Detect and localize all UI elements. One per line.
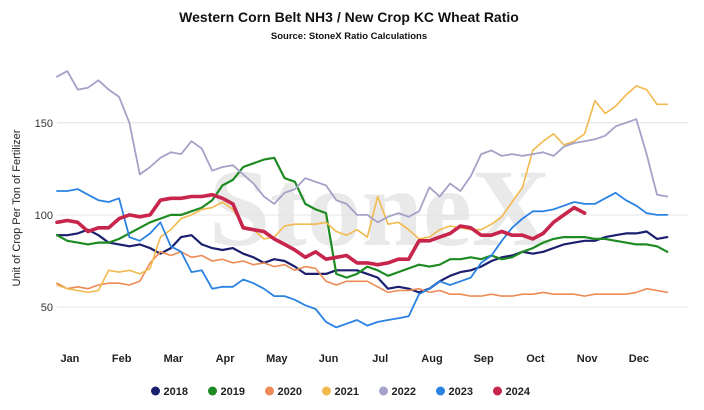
legend-label: 2020 bbox=[278, 386, 302, 398]
x-tick-label: Jan bbox=[60, 353, 79, 365]
series-line-2021 bbox=[56, 85, 669, 294]
legend-label: 2018 bbox=[164, 386, 188, 398]
series-line-2022 bbox=[56, 70, 669, 224]
chart-subtitle: Source: StoneX Ratio Calculations bbox=[271, 31, 427, 42]
series-layer bbox=[55, 70, 669, 329]
legend-item-2020[interactable]: 2020 bbox=[265, 386, 302, 398]
chart-title: Western Corn Belt NH3 / New Crop KC Whea… bbox=[179, 9, 519, 25]
x-tick-label: Sep bbox=[474, 353, 494, 365]
x-tick-label: Aug bbox=[421, 353, 442, 365]
watermark-text: StoneX bbox=[209, 147, 551, 269]
y-tick-layer: 50 100 150 bbox=[35, 118, 53, 314]
x-tick-label: Apr bbox=[216, 353, 236, 365]
x-tick-label: Dec bbox=[629, 353, 649, 365]
legend-item-2024[interactable]: 2024 bbox=[493, 386, 531, 398]
series-line-2023 bbox=[56, 188, 669, 329]
legend-label: 2021 bbox=[335, 386, 359, 398]
legend-item-2018[interactable]: 2018 bbox=[151, 386, 188, 398]
legend-item-2022[interactable]: 2022 bbox=[379, 386, 416, 398]
x-tick-layer: Jan Feb Mar Apr May Jun Jul Aug Sep Oct Nov Dec bbox=[60, 353, 649, 365]
y-tick-label: 100 bbox=[35, 210, 53, 222]
x-tick-label: Feb bbox=[112, 353, 132, 365]
x-tick-label: Jun bbox=[319, 353, 339, 365]
legend-label: 2022 bbox=[392, 386, 416, 398]
x-tick-label: Nov bbox=[577, 353, 599, 365]
y-axis-label: Unit of Crop Per Ton of Fertilizer bbox=[11, 129, 23, 286]
legend-marker bbox=[379, 386, 388, 396]
legend-item-2023[interactable]: 2023 bbox=[436, 386, 473, 398]
legend-label: 2019 bbox=[221, 386, 245, 398]
legend-item-2021[interactable]: 2021 bbox=[322, 386, 359, 398]
x-tick-label: May bbox=[266, 353, 288, 365]
x-tick-label: Jul bbox=[372, 353, 388, 365]
legend-marker bbox=[151, 386, 160, 396]
series-line-2020 bbox=[56, 251, 669, 297]
x-tick-label: Mar bbox=[164, 353, 184, 365]
legend-marker bbox=[493, 386, 502, 396]
series-line-2024 bbox=[55, 192, 587, 267]
y-tick-label: 150 bbox=[35, 118, 53, 130]
y-tick-label: 50 bbox=[41, 302, 53, 314]
legend-item-2019[interactable]: 2019 bbox=[208, 386, 245, 398]
legend-label: 2024 bbox=[506, 386, 531, 398]
legend-marker bbox=[208, 386, 217, 396]
legend-marker bbox=[322, 386, 331, 396]
legend-marker bbox=[436, 386, 445, 396]
legend-label: 2023 bbox=[449, 386, 473, 398]
x-tick-label: Oct bbox=[526, 353, 545, 365]
series-line-2019 bbox=[55, 156, 669, 279]
legend-marker bbox=[265, 386, 274, 396]
legend: 2018 2019 2020 2021 2022 2023 2024 bbox=[151, 386, 531, 398]
